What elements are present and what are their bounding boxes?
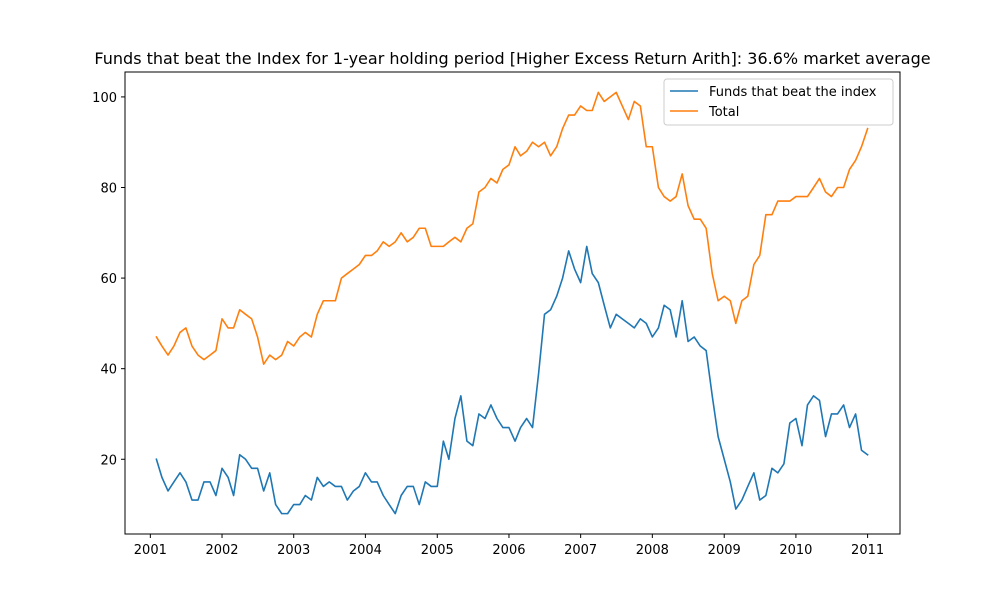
x-tick-label: 2010 — [779, 543, 812, 558]
y-axis: 20 40 60 80 100 — [92, 91, 125, 468]
x-axis: 2001 2002 2003 2004 2005 2006 2007 2008 2009 2010… — [134, 534, 884, 558]
x-tick-label: 2006 — [492, 543, 525, 558]
x-tick-label: 2003 — [277, 543, 310, 558]
legend-label: Total — [708, 105, 739, 120]
chart-title: Funds that beat the Index for 1-year hol… — [94, 49, 930, 68]
series-line-2 — [155, 91, 869, 365]
y-tick-label: 80 — [100, 182, 117, 197]
legend-frame — [663, 78, 894, 126]
x-tick-label: 2005 — [421, 543, 454, 558]
series-line-1 — [155, 245, 869, 515]
x-tick-label: 2001 — [134, 543, 167, 558]
y-tick-label: 40 — [100, 363, 117, 378]
y-tick-label: 20 — [100, 453, 117, 468]
x-tick-label: 2007 — [564, 543, 597, 558]
x-tick-label: 2008 — [636, 543, 669, 558]
legend-label: Funds that beat the index — [709, 85, 877, 100]
x-tick-label: 2004 — [349, 543, 382, 558]
plot-area-frame — [124, 71, 901, 535]
x-tick-label: 2011 — [851, 543, 884, 558]
series-layer — [155, 91, 869, 515]
legend: Funds that beat the index Total — [663, 78, 894, 126]
y-tick-label: 60 — [100, 272, 117, 287]
x-tick-label: 2009 — [708, 543, 741, 558]
y-tick-label: 100 — [92, 91, 117, 106]
x-tick-label: 2002 — [205, 543, 238, 558]
